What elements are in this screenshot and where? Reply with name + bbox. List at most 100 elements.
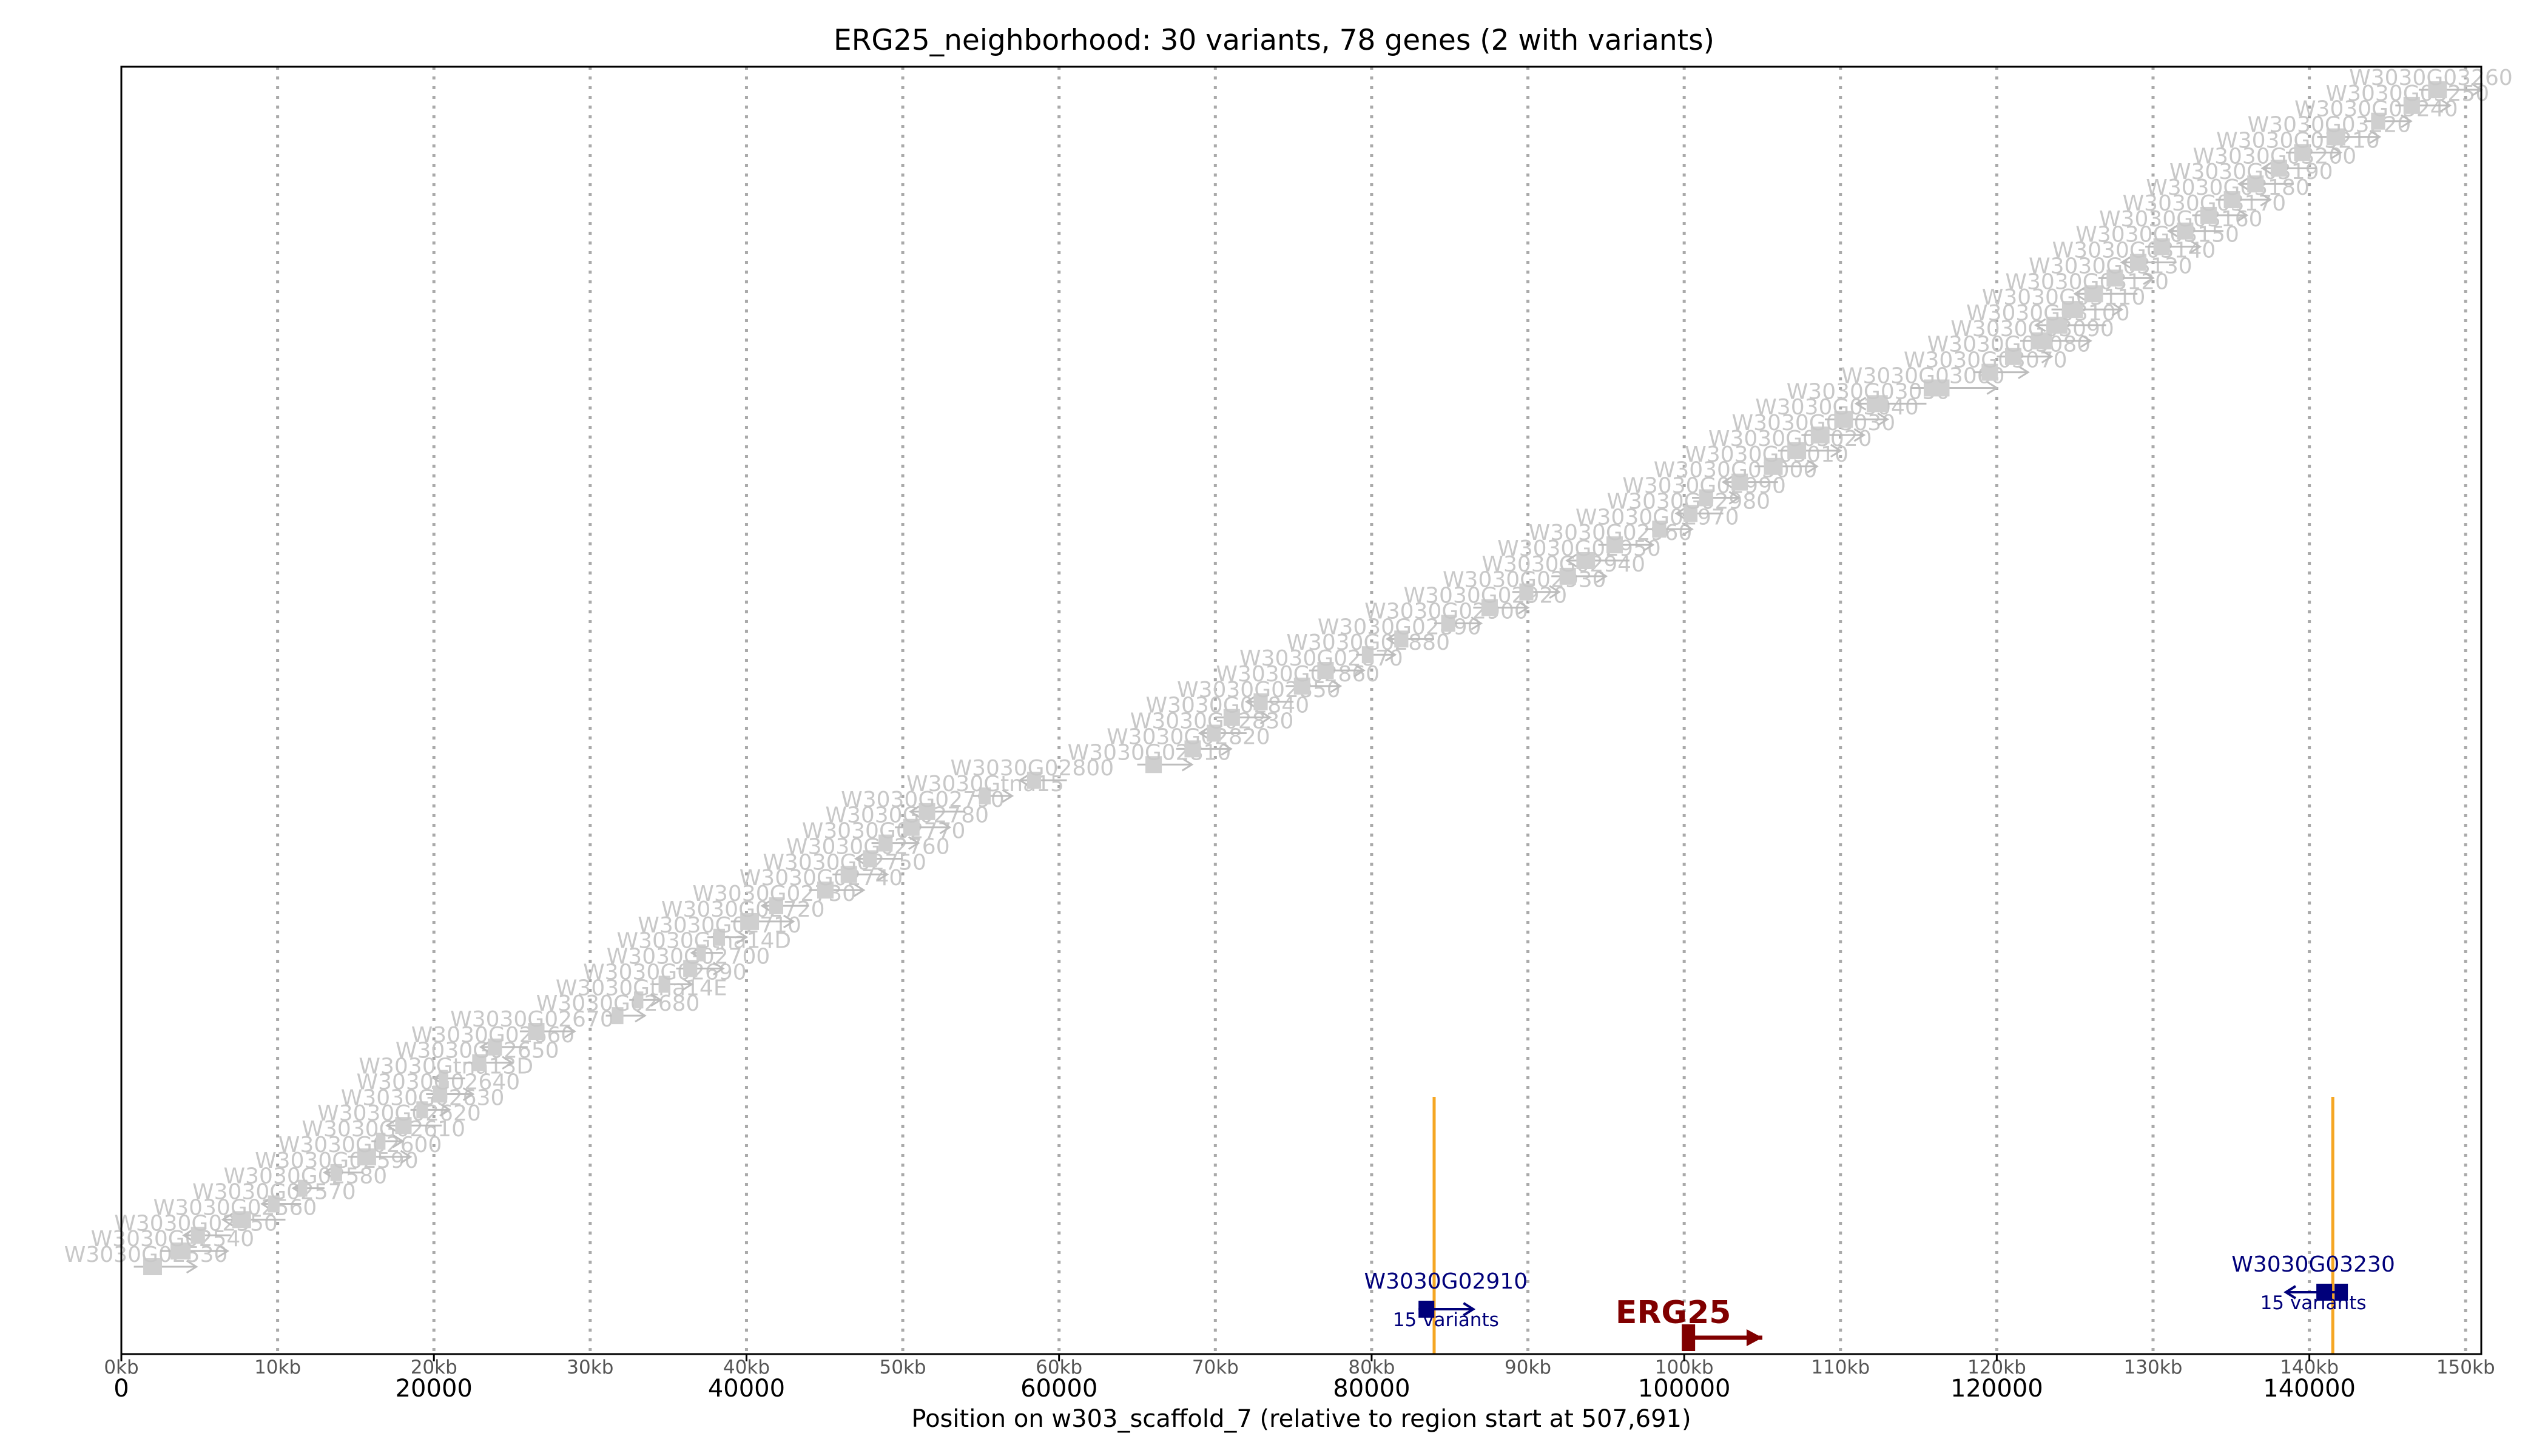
background-gene-arrow-head bbox=[2166, 224, 2179, 238]
background-gene-block bbox=[1253, 693, 1268, 710]
background-gene-arrow-head bbox=[1517, 601, 1530, 615]
background-gene-block bbox=[488, 1038, 502, 1056]
background-gene-10: W3030G02630 bbox=[341, 1085, 505, 1119]
background-gene-arrow-head bbox=[1728, 491, 1741, 505]
background-gene-block bbox=[2004, 348, 2021, 365]
background-gene-arrow-head bbox=[635, 1008, 647, 1023]
background-gene-label: W3030G02690 bbox=[583, 960, 747, 985]
background-gene-33: W3030G02820 bbox=[1107, 724, 1270, 758]
background-gene-arrow-head bbox=[462, 1087, 475, 1101]
background-gene-arrow-head bbox=[783, 914, 795, 929]
background-gene-label: W3030G02800 bbox=[950, 756, 1114, 781]
background-gene-label: W3030G02640 bbox=[357, 1070, 521, 1094]
background-gene-41: W3030G02900 bbox=[1364, 599, 1528, 632]
kb-tick-label: 10kb bbox=[254, 1357, 301, 1378]
background-gene-block bbox=[1293, 677, 1310, 695]
background-gene-block bbox=[2371, 112, 2385, 130]
background-gene-6: W3030G02590 bbox=[255, 1148, 419, 1181]
background-gene-13: W3030G02650 bbox=[396, 1039, 559, 1071]
background-gene-label: W3030G02770 bbox=[802, 819, 966, 844]
background-gene-label: W3030G03010 bbox=[1685, 442, 1849, 467]
kb-tick-label: 30kb bbox=[567, 1357, 613, 1378]
background-gene-label: W3030G02740 bbox=[740, 866, 903, 891]
background-gene-arrow-head bbox=[1353, 663, 1366, 678]
background-gene-block bbox=[1652, 521, 1667, 538]
background-gene-arrow-head bbox=[1877, 412, 1889, 426]
background-gene-arrow-head bbox=[479, 1040, 491, 1054]
background-gene-62: W3030G03120 bbox=[2005, 269, 2169, 303]
background-gene-block bbox=[1026, 772, 1042, 789]
background-gene-block bbox=[2326, 128, 2345, 146]
background-gene-block bbox=[1441, 615, 1455, 632]
background-gene-arrow-head bbox=[392, 1134, 405, 1148]
background-gene-label: W3030G03170 bbox=[2123, 191, 2287, 216]
background-gene-11: W3030G02640 bbox=[357, 1070, 521, 1103]
background-gene-arrow-head bbox=[1330, 679, 1343, 693]
focus-gene: ERG25 bbox=[1616, 1295, 1762, 1351]
background-gene-7: W3030G02600 bbox=[278, 1133, 442, 1165]
background-gene-block bbox=[2247, 175, 2264, 193]
background-gene-arrow-head bbox=[2080, 334, 2092, 348]
background-gene-55: W3030G03050 bbox=[1787, 379, 1950, 413]
background-gene-block bbox=[357, 1148, 376, 1165]
background-gene-3: W3030G02560 bbox=[153, 1195, 317, 1228]
background-gene-32: W3030G02810 bbox=[1068, 740, 1231, 774]
background-gene-block bbox=[740, 912, 760, 930]
background-gene-label: W3030G02750 bbox=[763, 850, 926, 875]
highlighted-gene-arrow-head bbox=[1463, 1302, 1476, 1316]
background-gene-arrow-head bbox=[502, 1056, 514, 1070]
background-gene-block bbox=[769, 897, 784, 915]
background-gene-arrow-head bbox=[564, 1024, 576, 1039]
background-gene-block bbox=[2223, 191, 2240, 209]
background-gene-block bbox=[1145, 756, 1162, 774]
background-gene-58: W3030G03080 bbox=[1927, 332, 2091, 365]
background-gene-label: W3030G02990 bbox=[1622, 474, 1786, 499]
background-gene-43: W3030G02930 bbox=[1443, 568, 1606, 601]
background-gene-16: W3030G02680 bbox=[536, 991, 700, 1025]
background-gene-label: W3030G02760 bbox=[786, 834, 950, 859]
background-gene-label: W3030Gtna14D bbox=[616, 929, 791, 954]
background-gene-arrow-head bbox=[221, 1213, 234, 1227]
background-gene-label: W3030G03040 bbox=[1755, 395, 1919, 420]
background-gene-block bbox=[2177, 222, 2194, 240]
background-gene-block bbox=[1981, 363, 1998, 381]
background-gene-label: W3030G02680 bbox=[536, 991, 700, 1016]
background-gene-label: W3030G02710 bbox=[638, 913, 801, 938]
background-gene-block bbox=[232, 1211, 251, 1228]
background-gene-arrow-head bbox=[1854, 397, 1867, 411]
focus-gene-erg25: ERG25 bbox=[1616, 1295, 1762, 1351]
background-gene-arrow-head bbox=[2034, 318, 2046, 332]
background-gene-label: W3030G02970 bbox=[1576, 505, 1739, 530]
chart-title: ERG25_neighborhood: 30 variants, 78 gene… bbox=[834, 24, 1714, 57]
background-gene-arrow-head bbox=[2330, 146, 2342, 160]
background-gene-69: W3030G03190 bbox=[2169, 160, 2333, 193]
background-gene-52: W3030G03020 bbox=[1708, 426, 1872, 459]
background-gene-block bbox=[1731, 473, 1748, 491]
background-gene-label: W3030G03030 bbox=[1732, 411, 1896, 436]
background-gene-label: W3030G02820 bbox=[1107, 724, 1270, 749]
background-gene-24: W3030G02740 bbox=[740, 866, 903, 899]
background-gene-arrow-head bbox=[1471, 616, 1483, 630]
background-gene-block bbox=[2130, 254, 2147, 271]
background-gene-block bbox=[1519, 583, 1534, 601]
background-gene-block bbox=[330, 1164, 342, 1181]
highlighted-gene-block bbox=[1418, 1301, 1435, 1318]
background-gene-label: W3030G03210 bbox=[2216, 128, 2380, 153]
background-gene-block bbox=[1787, 442, 1807, 459]
highlighted-gene-label: W3030G02910 bbox=[1364, 1269, 1528, 1294]
background-gene-label: W3030G03060 bbox=[1841, 363, 2005, 388]
background-gene-label: W3030G02650 bbox=[396, 1039, 559, 1063]
background-gene-label: W3030G03020 bbox=[1708, 426, 1872, 451]
background-gene-arrow-head bbox=[1642, 538, 1655, 552]
background-gene-block bbox=[2046, 317, 2068, 334]
background-gene-block bbox=[1394, 630, 1409, 648]
background-gene-block bbox=[2153, 238, 2170, 255]
background-gene-63: W3030G03130 bbox=[2029, 254, 2192, 287]
background-gene-18: W3030G02690 bbox=[583, 960, 747, 993]
focus-gene-head bbox=[1746, 1329, 1762, 1346]
background-gene-67: W3030G03170 bbox=[2123, 191, 2287, 224]
background-gene-label: W3030G03120 bbox=[2005, 269, 2169, 294]
background-gene-label: W3030G02630 bbox=[341, 1085, 505, 1110]
background-gene-label: W3030G03260 bbox=[2349, 66, 2513, 90]
background-gene-label: W3030G02530 bbox=[64, 1242, 228, 1267]
